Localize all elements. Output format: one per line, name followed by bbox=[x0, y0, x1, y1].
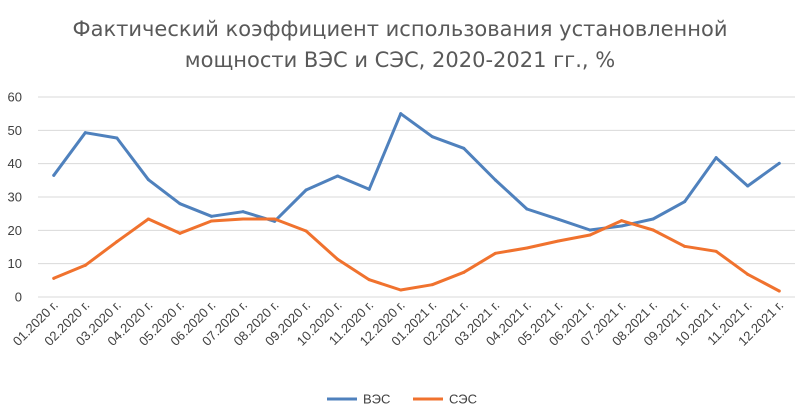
chart-title-line-1: Фактический коэффициент использования ус… bbox=[73, 17, 728, 41]
data-point bbox=[273, 217, 277, 221]
data-point bbox=[493, 178, 497, 182]
data-point bbox=[620, 219, 624, 223]
data-point bbox=[462, 270, 466, 274]
series-lines bbox=[52, 112, 781, 293]
data-point bbox=[651, 217, 655, 221]
data-point bbox=[588, 228, 592, 232]
y-tick-label: 10 bbox=[8, 256, 22, 271]
data-point bbox=[115, 240, 119, 244]
data-point bbox=[209, 214, 213, 218]
y-tick-label: 0 bbox=[15, 290, 22, 305]
chart-title-line-2: мощности ВЭС и СЭС, 2020-2021 гг., % bbox=[185, 48, 615, 72]
data-point bbox=[399, 288, 403, 292]
legend-label: СЭС bbox=[449, 392, 477, 407]
y-tick-label: 60 bbox=[8, 90, 22, 105]
data-point bbox=[777, 289, 781, 293]
data-point bbox=[462, 146, 466, 150]
data-point bbox=[430, 135, 434, 139]
legend: ВЭС СЭС bbox=[327, 392, 477, 407]
data-point bbox=[336, 174, 340, 178]
gridlines bbox=[38, 96, 795, 298]
data-point bbox=[746, 184, 750, 188]
data-point bbox=[430, 283, 434, 287]
legend-label: ВЭС bbox=[363, 392, 390, 407]
data-point bbox=[241, 210, 245, 214]
data-point bbox=[556, 217, 560, 221]
data-point bbox=[241, 217, 245, 221]
chart-title: Фактический коэффициент использования ус… bbox=[73, 17, 728, 72]
y-axis: 0 10 20 30 40 50 60 bbox=[8, 90, 22, 305]
y-tick-label: 50 bbox=[8, 123, 22, 138]
data-point bbox=[620, 224, 624, 228]
data-point bbox=[493, 251, 497, 255]
data-point bbox=[525, 246, 529, 250]
data-point bbox=[178, 231, 182, 235]
data-point bbox=[777, 161, 781, 165]
data-point bbox=[146, 217, 150, 221]
series-line-ses bbox=[52, 217, 781, 293]
data-point bbox=[146, 178, 150, 182]
data-point bbox=[746, 272, 750, 276]
data-point bbox=[52, 173, 56, 177]
y-tick-label: 20 bbox=[8, 223, 22, 238]
data-point bbox=[115, 136, 119, 140]
data-point bbox=[83, 263, 87, 267]
data-point bbox=[683, 200, 687, 204]
data-point bbox=[367, 187, 371, 191]
data-point bbox=[588, 233, 592, 237]
data-point bbox=[683, 244, 687, 248]
series-line-ves bbox=[52, 112, 781, 232]
data-point bbox=[178, 202, 182, 206]
y-tick-label: 30 bbox=[8, 190, 22, 205]
data-point bbox=[651, 228, 655, 232]
data-point bbox=[52, 276, 56, 280]
x-axis: 01.2020 г.02.2020 г.03.2020 г.04.2020 г.… bbox=[10, 298, 787, 349]
data-point bbox=[209, 219, 213, 223]
data-point bbox=[304, 188, 308, 192]
data-point bbox=[83, 131, 87, 135]
data-point bbox=[367, 278, 371, 282]
data-point bbox=[399, 112, 403, 116]
data-point bbox=[714, 156, 718, 160]
data-point bbox=[556, 239, 560, 243]
y-tick-label: 40 bbox=[8, 156, 22, 171]
data-point bbox=[714, 249, 718, 253]
data-point bbox=[525, 207, 529, 211]
data-point bbox=[304, 229, 308, 233]
data-point bbox=[336, 257, 340, 261]
